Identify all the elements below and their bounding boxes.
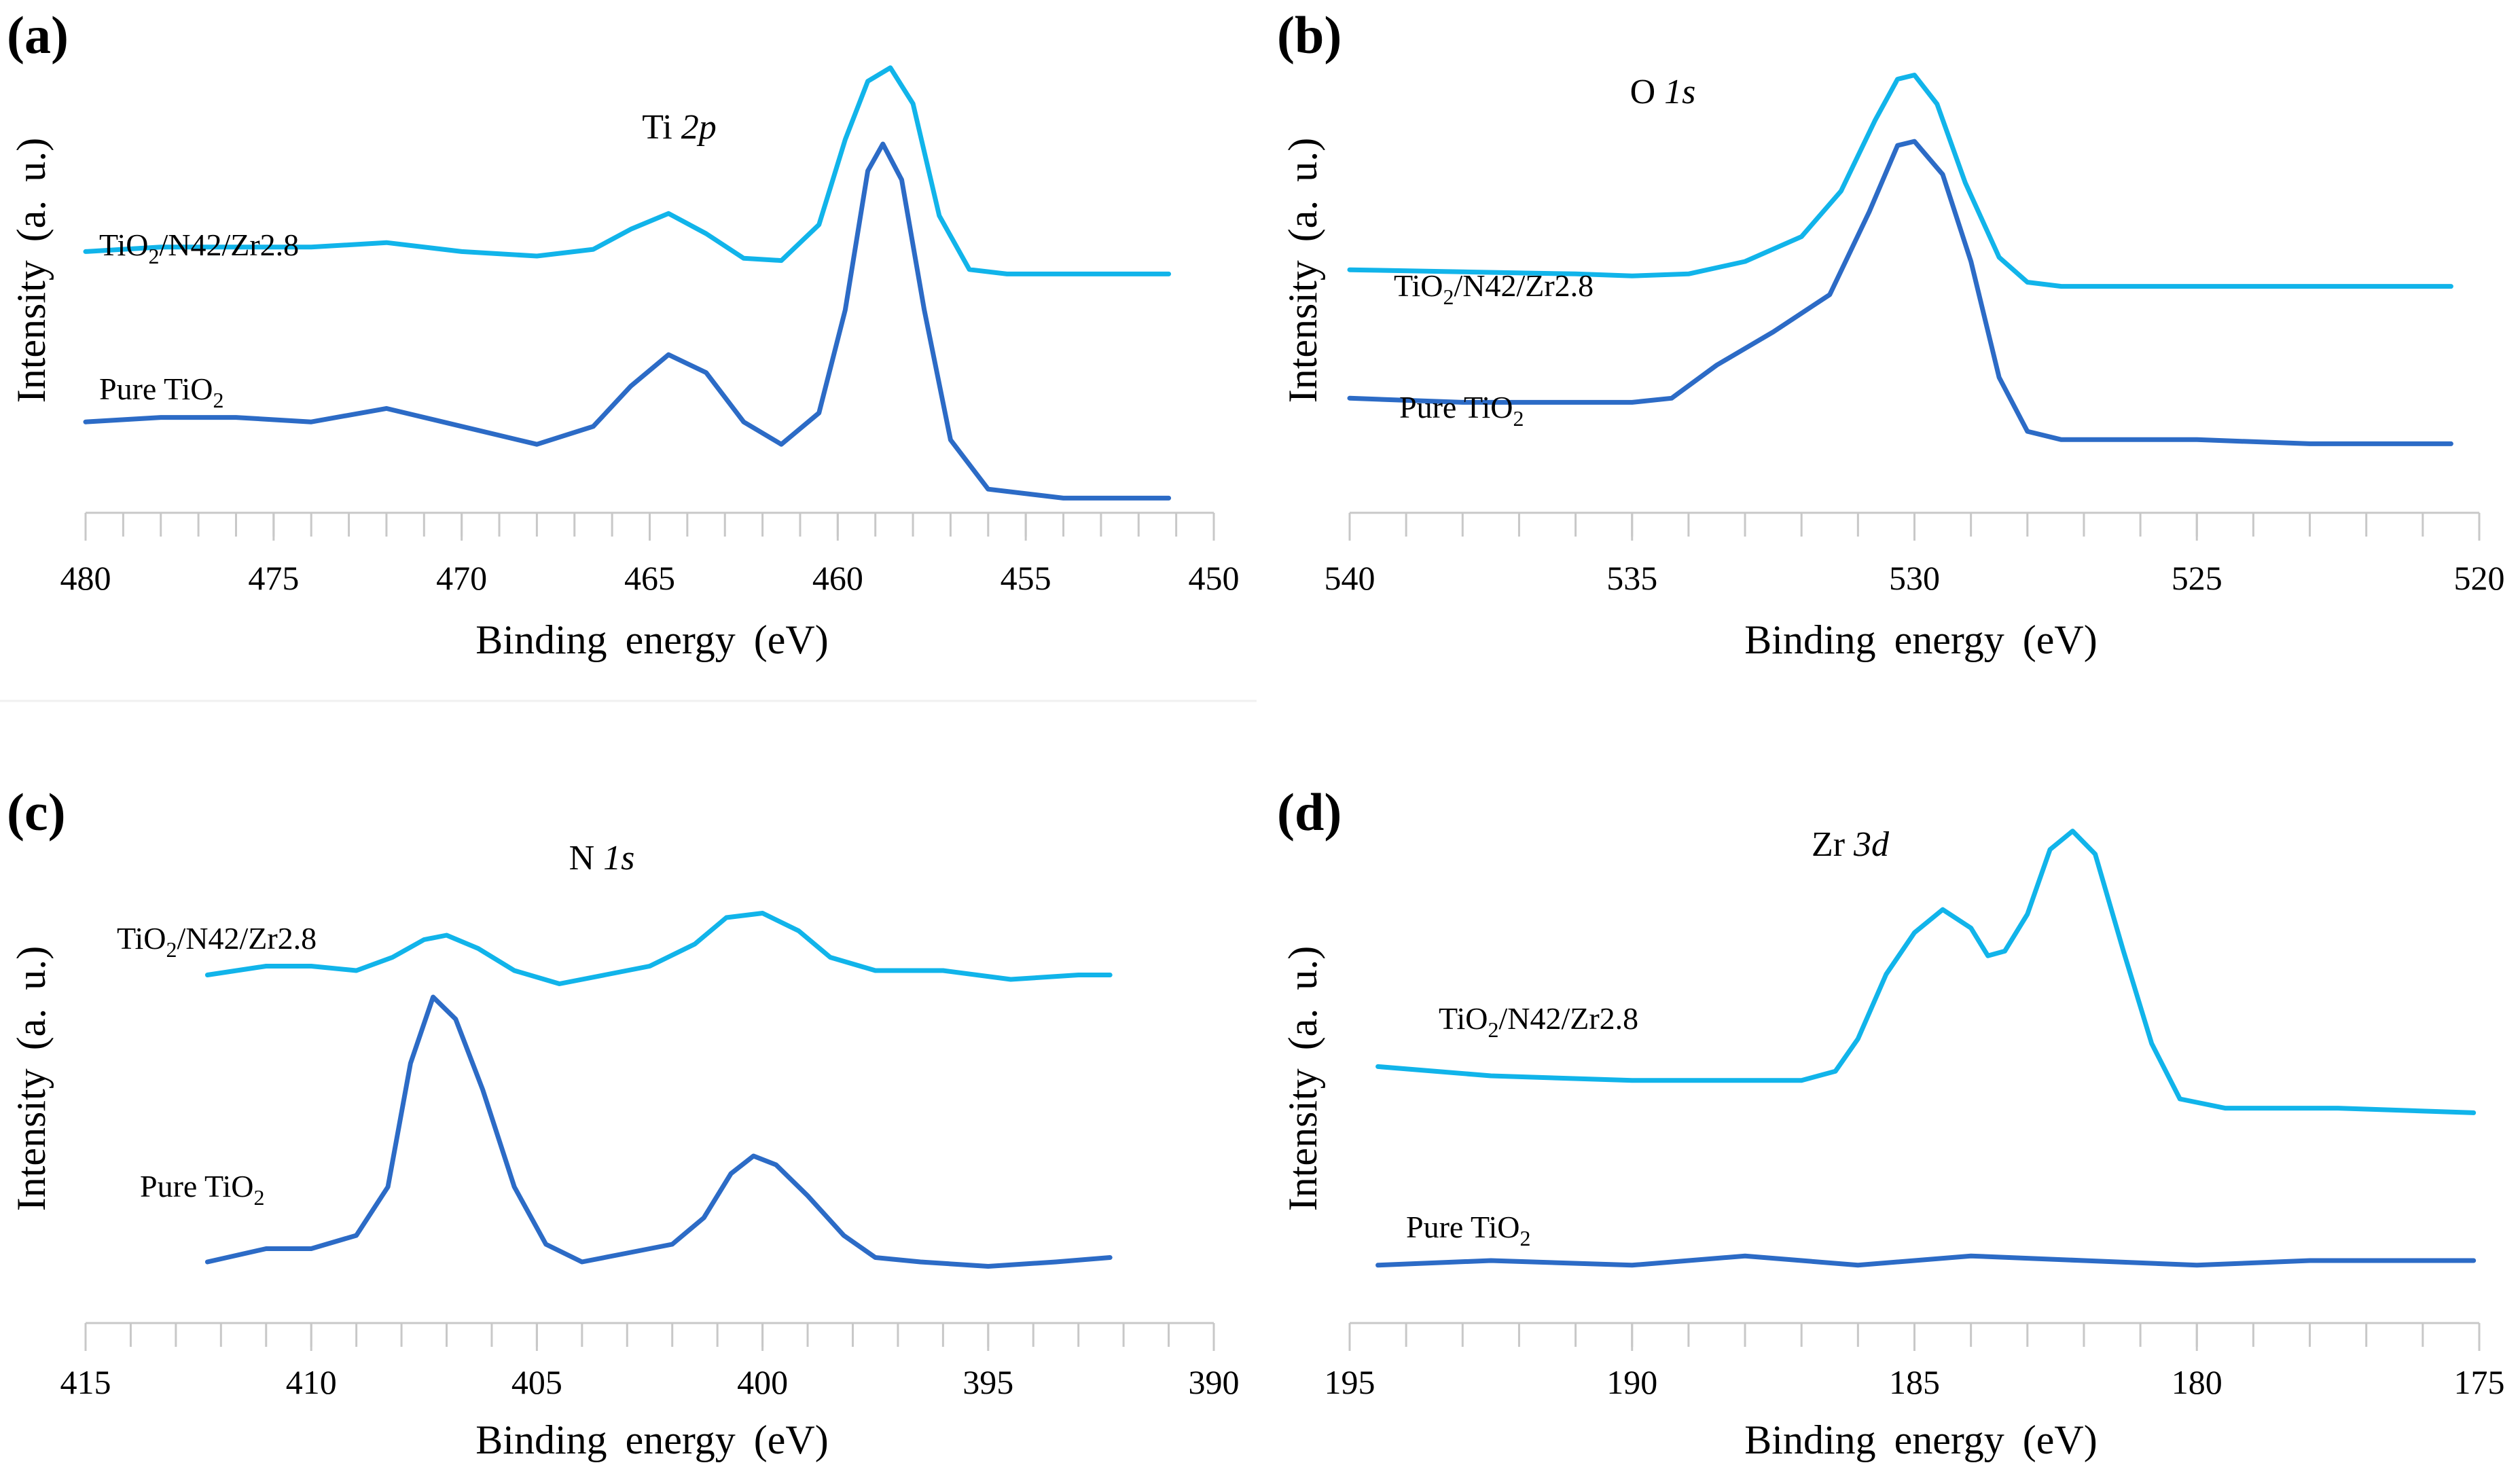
x-tick-label: 195 (1325, 1363, 1375, 1401)
x-tick-label: 460 (812, 559, 863, 597)
panel-title: Ti 2p (642, 108, 716, 147)
series-label-pure-tio2: Pure TiO2 (1406, 1210, 1530, 1250)
panel-title: Zr 3d (1812, 825, 1890, 864)
series-label-pure-tio2: Pure TiO2 (99, 372, 223, 412)
panel-c: (c) N 1s 415 410 405 400 395 390 Binding energy … (7, 782, 1240, 1462)
x-tick-label: 410 (286, 1363, 337, 1401)
series-label-pure-tio2: Pure TiO2 (140, 1169, 264, 1210)
x-tick-label: 520 (2454, 559, 2505, 597)
x-tick-label: 530 (1889, 559, 1940, 597)
series-line-tio2-n42-zr2-8 (1347, 73, 2453, 289)
series-label-tio2-n42-zr2-8: TiO2/N42/Zr2.8 (117, 921, 317, 962)
panel-letter: (a) (7, 5, 69, 65)
x-tick-label: 535 (1606, 559, 1657, 597)
panel-letter: (d) (1277, 782, 1342, 842)
series-line-tio2-n42-zr2-8 (83, 65, 1172, 276)
y-axis-label: Intensity (a. u.) (1280, 138, 1325, 403)
x-tick-label: 450 (1189, 559, 1240, 597)
x-tick-label: 180 (2172, 1363, 2222, 1401)
x-axis-label: Binding energy (eV) (1744, 617, 2097, 662)
series-label-tio2-n42-zr2-8: TiO2/N42/Zr2.8 (1394, 268, 1594, 309)
y-axis-label: Intensity (a. u.) (9, 138, 54, 403)
x-tick-label: 405 (511, 1363, 562, 1401)
x-tick-label: 415 (60, 1363, 111, 1401)
x-tick-label: 470 (436, 559, 487, 597)
series-label-pure-tio2: Pure TiO2 (1399, 390, 1524, 431)
x-tick-label: 190 (1606, 1363, 1657, 1401)
x-tick-label: 175 (2454, 1363, 2505, 1401)
panel-letter: (b) (1277, 5, 1342, 65)
series-line-pure-tio2 (83, 141, 1172, 501)
panel-b: (b) O 1s 540 535 530 525 520 Binding energy (eV… (1277, 5, 2505, 662)
y-axis-label: Intensity (a. u.) (1280, 946, 1325, 1212)
series-label-tio2-n42-zr2-8: TiO2/N42/Zr2.8 (99, 228, 299, 268)
x-tick-label: 400 (737, 1363, 788, 1401)
series-line-pure-tio2 (1347, 139, 2453, 446)
series-line-tio2-n42-zr2-8 (1375, 829, 2477, 1115)
x-tick-label: 455 (1001, 559, 1051, 597)
series-line-tio2-n42-zr2-8 (204, 911, 1113, 986)
series-line-pure-tio2 (204, 994, 1113, 1269)
x-tick-label: 465 (624, 559, 675, 597)
series-label-tio2-n42-zr2-8: TiO2/N42/Zr2.8 (1439, 1001, 1638, 1042)
panel-letter: (c) (7, 782, 66, 842)
x-tick-label: 475 (248, 559, 299, 597)
x-tick-label: 390 (1189, 1363, 1240, 1401)
x-axis-label: Binding energy (eV) (475, 617, 828, 662)
panel-title: O 1s (1630, 73, 1696, 111)
panel-title: N 1s (569, 839, 635, 878)
series-line-pure-tio2 (1375, 1253, 2477, 1268)
x-axis-label: Binding energy (eV) (475, 1417, 828, 1462)
x-tick-label: 185 (1889, 1363, 1940, 1401)
y-axis-label: Intensity (a. u.) (9, 946, 54, 1212)
x-tick-label: 480 (60, 559, 111, 597)
x-tick-label: 540 (1325, 559, 1375, 597)
x-axis-label: Binding energy (eV) (1744, 1417, 2097, 1462)
panel-a: (a) Ti 2p 480 475 470 465 460 455 450 Binding ene… (7, 5, 1240, 662)
x-tick-label: 525 (2172, 559, 2222, 597)
x-tick-label: 395 (962, 1363, 1013, 1401)
panel-d: (d) Zr 3d 195 190 185 180 175 Binding energy (e… (1277, 782, 2505, 1462)
